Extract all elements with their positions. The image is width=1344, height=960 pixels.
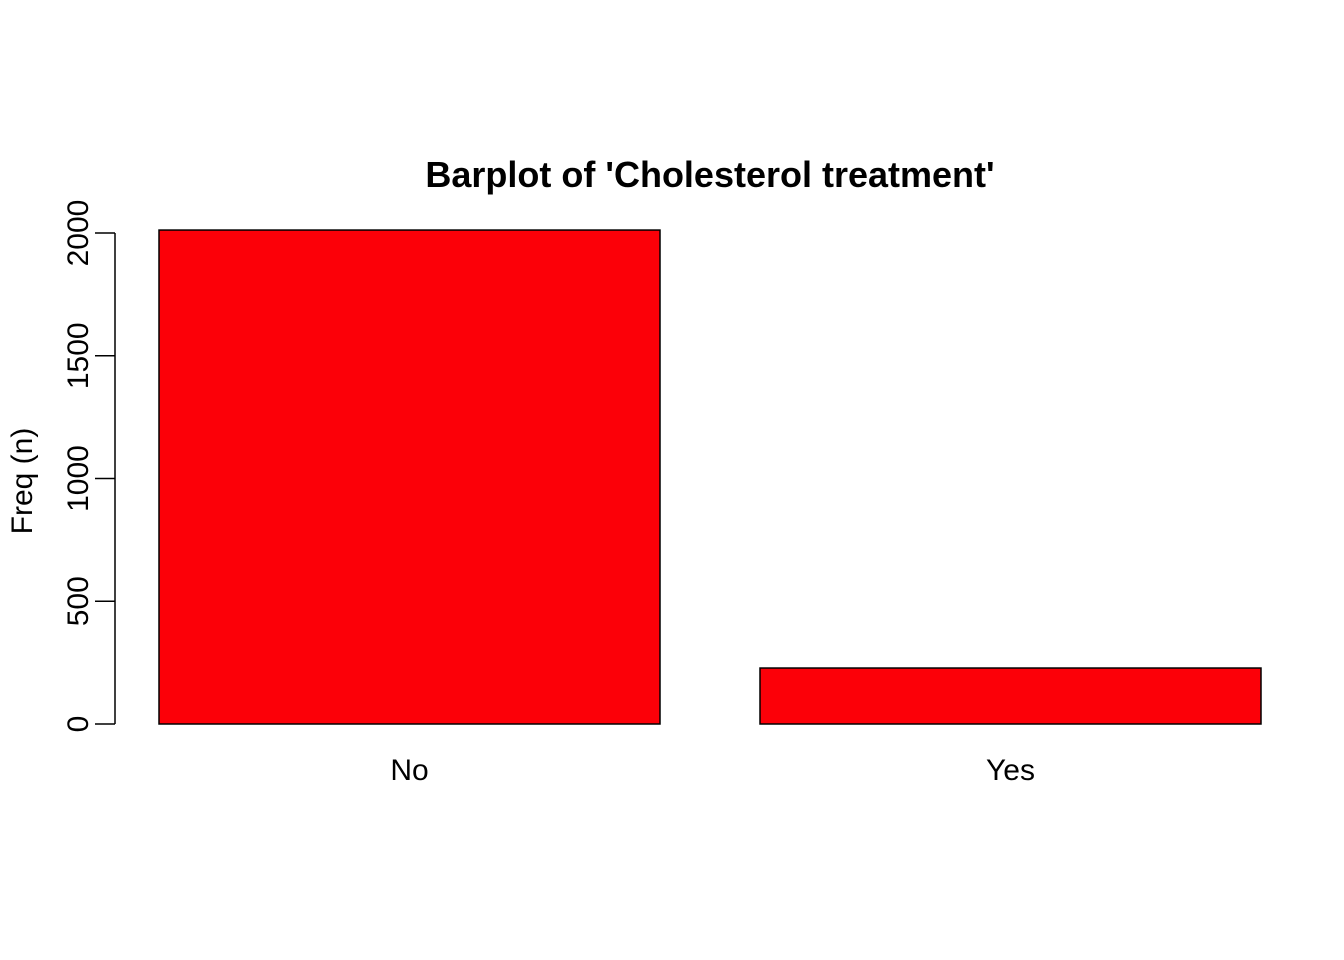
y-tick-label: 1500: [62, 322, 95, 389]
y-tick-label: 500: [62, 576, 95, 626]
x-category-label-yes: Yes: [986, 754, 1035, 787]
bar-yes: [759, 667, 1262, 725]
bars-group: [158, 229, 1262, 725]
y-tick-label: 2000: [62, 200, 95, 267]
y-axis: 0 500 1000 1500 2000: [62, 200, 116, 733]
y-tick-label: 0: [62, 716, 95, 733]
chart-title: Barplot of 'Cholesterol treatment': [425, 154, 994, 195]
y-axis-label: Freq (n): [6, 428, 39, 535]
x-axis-labels: No Yes: [390, 754, 1035, 787]
bar-no: [158, 229, 661, 725]
y-tick-label: 1000: [62, 445, 95, 512]
x-category-label-no: No: [390, 754, 428, 787]
